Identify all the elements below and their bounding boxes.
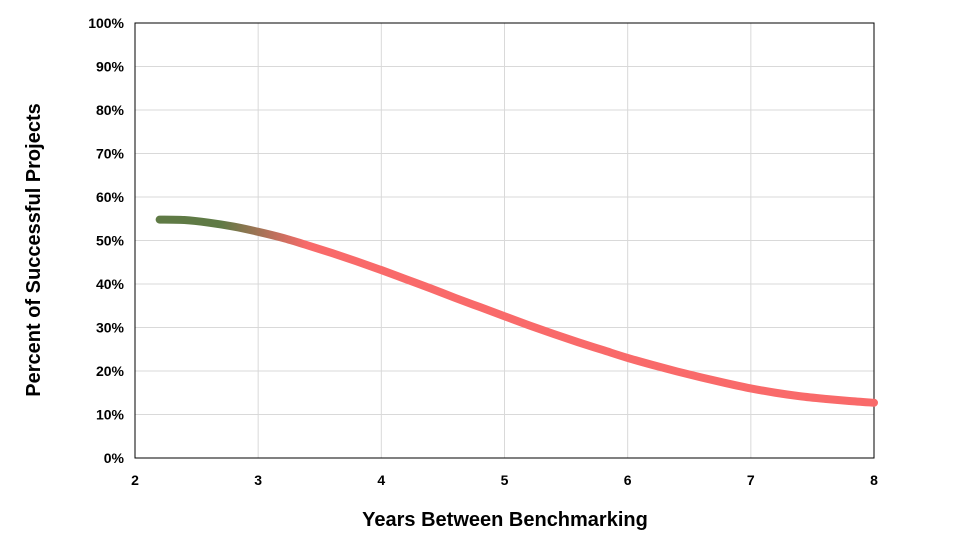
series-layer — [155, 215, 878, 407]
x-tick-label: 4 — [377, 472, 385, 488]
x-tick-labels: 2 3 4 5 6 7 8 — [131, 472, 878, 488]
x-tick-label: 3 — [254, 472, 262, 488]
x-tick-label: 7 — [747, 472, 755, 488]
plot-border — [134, 22, 875, 459]
x-tick-label: 8 — [870, 472, 878, 488]
x-tick-label: 6 — [624, 472, 632, 488]
y-tick-label: 30% — [96, 320, 125, 336]
y-tick-label: 0% — [104, 450, 125, 466]
y-tick-label: 20% — [96, 363, 125, 379]
y-tick-label: 50% — [96, 233, 125, 249]
y-axis-title: Percent of Successful Projects — [23, 103, 45, 396]
series-line — [155, 215, 878, 407]
grid-lines — [135, 23, 874, 458]
x-tick-label: 2 — [131, 472, 139, 488]
x-axis-title: Years Between Benchmarking — [362, 509, 648, 531]
y-tick-label: 90% — [96, 59, 125, 75]
y-tick-label: 100% — [88, 15, 124, 31]
y-tick-label: 10% — [96, 407, 125, 423]
y-tick-label: 40% — [96, 276, 125, 292]
x-tick-label: 5 — [501, 472, 509, 488]
y-tick-label: 70% — [96, 146, 125, 162]
y-tick-label: 80% — [96, 102, 125, 118]
y-tick-labels: 0% 10% 20% 30% 40% 50% 60% 70% 80% 90% 100% — [88, 15, 124, 466]
y-tick-label: 60% — [96, 189, 125, 205]
